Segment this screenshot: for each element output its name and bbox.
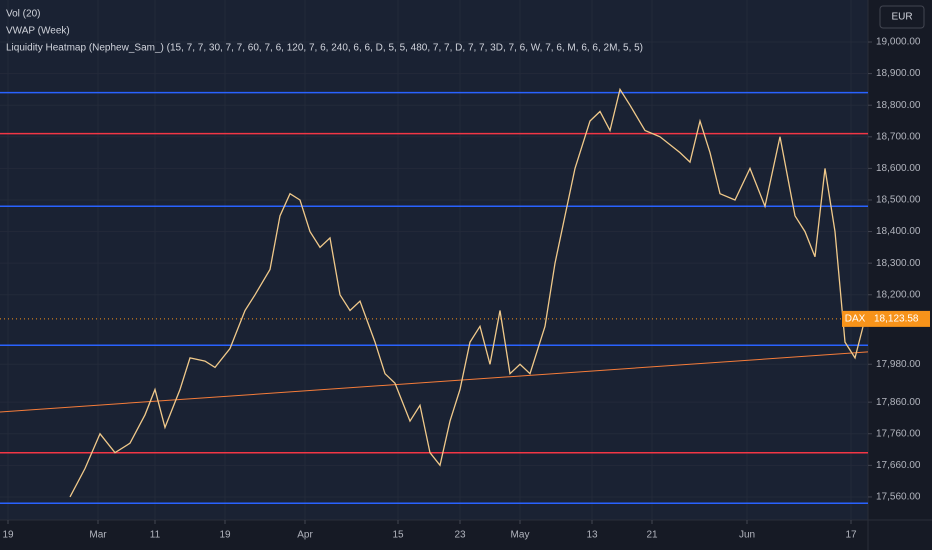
y-tick-label: 17,560.00 xyxy=(876,492,921,503)
currency-button[interactable] xyxy=(879,5,925,29)
x-tick-label: 19 xyxy=(219,530,231,541)
price-line xyxy=(69,87,866,498)
y-tick-label: 18,200.00 xyxy=(876,289,921,300)
grid xyxy=(0,0,868,520)
x-tick-label: May xyxy=(511,530,530,541)
x-tick-label: 17 xyxy=(845,530,857,541)
indicator-label: VWAP (Week) xyxy=(6,26,70,37)
y-tick-label: 18,400.00 xyxy=(876,226,921,237)
y-tick-label: 17,860.00 xyxy=(876,397,921,408)
y-tick-label: 17,660.00 xyxy=(876,460,921,471)
last-price: 18,123.58 xyxy=(874,314,919,325)
y-tick-label: 18,700.00 xyxy=(876,131,921,142)
y-tick-label: 17,980.00 xyxy=(876,359,921,370)
x-tick-label: 15 xyxy=(392,530,404,541)
indicator-label: Vol (20) xyxy=(6,9,40,20)
y-tick-label: 18,800.00 xyxy=(876,100,921,111)
y-tick-label: 18,600.00 xyxy=(876,163,921,174)
x-tick-label: 19 xyxy=(2,530,14,541)
symbol-tag xyxy=(842,310,868,327)
trend-line xyxy=(0,351,869,413)
y-tick-label: 18,900.00 xyxy=(876,68,921,79)
x-tick-label: Mar xyxy=(89,530,107,541)
x-tick-label: 23 xyxy=(454,530,466,541)
y-tick-label: 18,500.00 xyxy=(876,195,921,206)
symbol: DAX xyxy=(845,314,866,325)
x-tick-label: Jun xyxy=(739,530,755,541)
x-tick-label: 21 xyxy=(646,530,658,541)
y-tick-label: 19,000.00 xyxy=(876,37,921,48)
x-tick-label: 13 xyxy=(586,530,598,541)
x-tick-label: 11 xyxy=(150,530,161,541)
y-tick-label: 18,300.00 xyxy=(876,258,921,269)
marks xyxy=(0,87,869,505)
y-tick-label: 17,760.00 xyxy=(876,428,921,439)
indicator-label: Liquidity Heatmap (Nephew_Sam_) (15, 7, … xyxy=(6,43,643,54)
last-price-tag xyxy=(868,310,930,327)
x-tick-label: Apr xyxy=(297,530,313,541)
currency[interactable]: EUR xyxy=(891,12,912,23)
